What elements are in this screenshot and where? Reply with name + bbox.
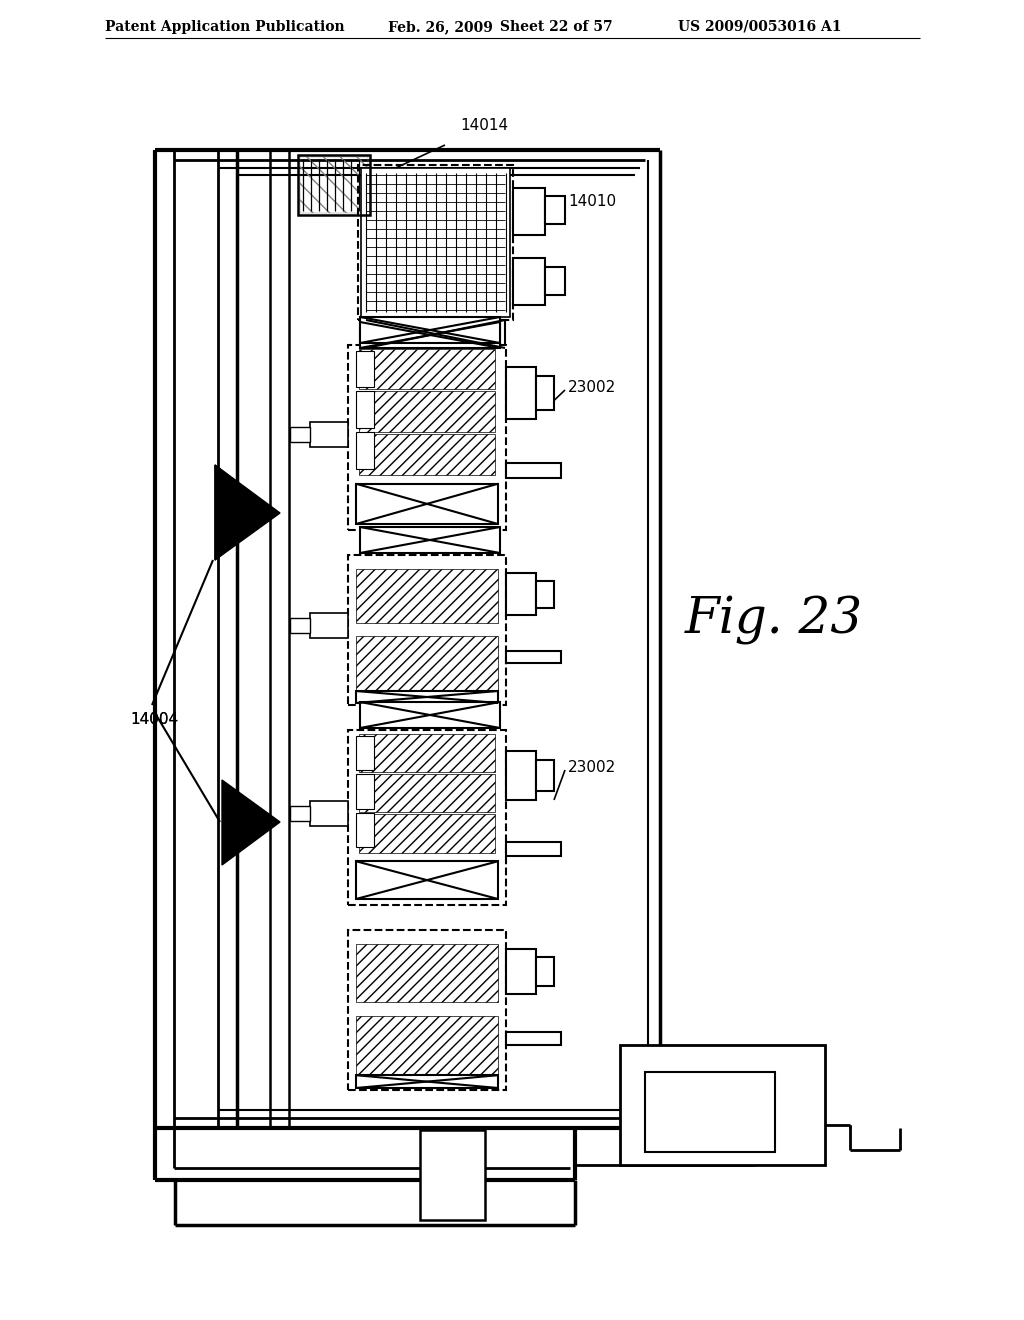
- Bar: [298, 154, 370, 215]
- Bar: [366, 319, 505, 348]
- Bar: [290, 807, 310, 821]
- Bar: [356, 392, 374, 428]
- Bar: [356, 774, 374, 808]
- Bar: [348, 931, 506, 1090]
- Bar: [513, 189, 545, 235]
- Bar: [361, 168, 510, 317]
- Bar: [620, 1045, 825, 1166]
- Bar: [356, 432, 374, 469]
- Text: 14010: 14010: [568, 194, 616, 210]
- Bar: [360, 317, 500, 343]
- Bar: [356, 861, 498, 899]
- Bar: [356, 1076, 498, 1088]
- Bar: [359, 814, 495, 853]
- Bar: [536, 376, 554, 409]
- Text: 23002: 23002: [568, 760, 616, 776]
- Text: 14004: 14004: [130, 713, 178, 727]
- Bar: [356, 483, 498, 524]
- Bar: [506, 573, 536, 615]
- Bar: [645, 1072, 775, 1152]
- Bar: [506, 949, 536, 994]
- Bar: [359, 774, 495, 812]
- Bar: [356, 735, 374, 770]
- Bar: [356, 690, 498, 704]
- Bar: [359, 734, 495, 772]
- Text: 14014: 14014: [460, 117, 508, 132]
- Bar: [356, 569, 498, 623]
- Polygon shape: [222, 780, 280, 865]
- Polygon shape: [215, 465, 280, 560]
- Bar: [536, 957, 554, 986]
- Bar: [506, 1032, 561, 1045]
- Text: Patent Application Publication: Patent Application Publication: [105, 20, 345, 34]
- Bar: [310, 422, 348, 446]
- Bar: [358, 165, 513, 319]
- Bar: [545, 267, 565, 296]
- Bar: [536, 760, 554, 791]
- Bar: [359, 391, 495, 432]
- Bar: [310, 612, 348, 638]
- Text: 14004: 14004: [130, 713, 178, 727]
- Bar: [360, 322, 500, 348]
- Bar: [360, 527, 500, 553]
- Bar: [348, 730, 506, 906]
- Bar: [506, 463, 561, 478]
- Bar: [348, 345, 506, 531]
- Text: Feb. 26, 2009: Feb. 26, 2009: [388, 20, 493, 34]
- Bar: [545, 195, 565, 224]
- Bar: [310, 801, 348, 826]
- Bar: [348, 554, 506, 705]
- Bar: [356, 636, 498, 690]
- Bar: [420, 1130, 485, 1220]
- Bar: [506, 651, 561, 663]
- Bar: [513, 257, 545, 305]
- Bar: [290, 618, 310, 632]
- Bar: [359, 434, 495, 474]
- Bar: [300, 157, 368, 213]
- Bar: [359, 348, 495, 389]
- Text: Sheet 22 of 57: Sheet 22 of 57: [500, 20, 612, 34]
- Polygon shape: [215, 465, 275, 560]
- Bar: [290, 426, 310, 442]
- Text: Fig. 23: Fig. 23: [685, 595, 863, 644]
- Bar: [356, 944, 498, 1002]
- Bar: [360, 702, 500, 729]
- Bar: [536, 581, 554, 607]
- Bar: [356, 351, 374, 387]
- Bar: [356, 813, 374, 847]
- Bar: [506, 751, 536, 800]
- Text: US 2009/0053016 A1: US 2009/0053016 A1: [678, 20, 842, 34]
- Bar: [506, 842, 561, 855]
- Bar: [506, 367, 536, 418]
- Bar: [356, 1016, 498, 1074]
- Text: 23002: 23002: [568, 380, 616, 396]
- Bar: [420, 1130, 485, 1200]
